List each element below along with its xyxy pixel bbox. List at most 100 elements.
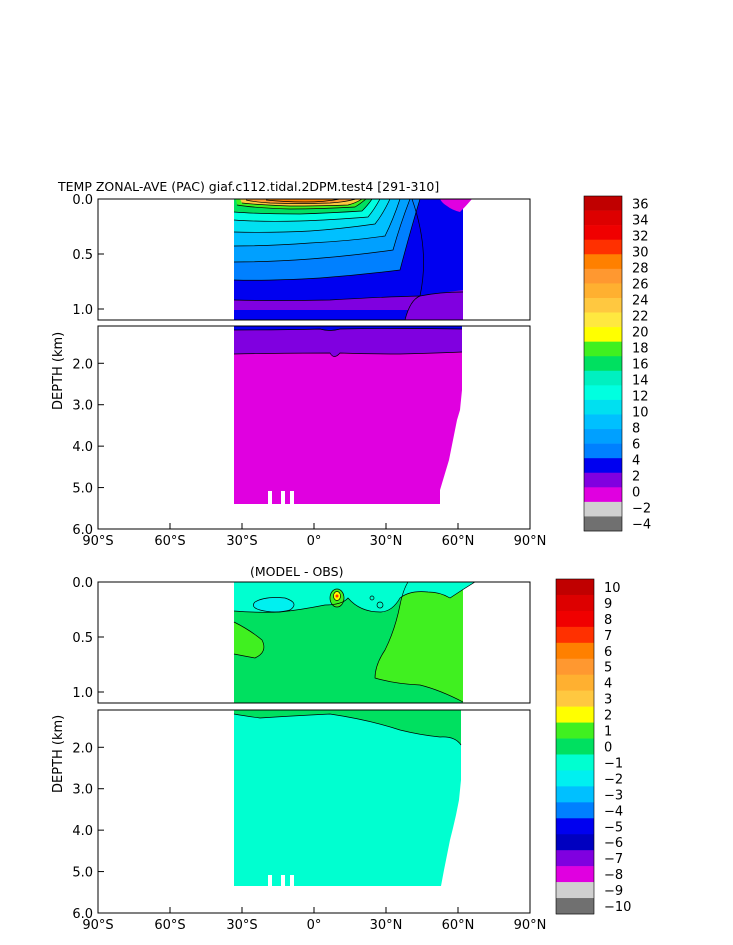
seafloor-gaps	[268, 875, 294, 888]
colorbar-label: −4	[604, 804, 623, 819]
colorbar-label: −7	[604, 852, 623, 867]
colorbar-label: −6	[604, 836, 623, 851]
x-tick-label: 30°N	[370, 918, 403, 933]
colorbar-swatch	[556, 722, 594, 739]
field-band-1-2-east	[375, 582, 463, 702]
colorbar-label: −2	[632, 502, 651, 517]
colorbar-swatch	[584, 239, 622, 255]
field-band-4-6-east	[412, 199, 463, 296]
field-band-neg1-0-lower	[234, 710, 461, 886]
x-ticks: 90°S 60°S 30°S 0° 30°N 60°N 90°N	[82, 907, 546, 933]
y-tick-label: 4.0	[72, 440, 93, 455]
colorbar-label: 2	[632, 470, 640, 485]
upper-panel-field	[233, 199, 472, 320]
colorbar-label: 1	[604, 725, 612, 740]
colorbar-label: 26	[632, 277, 649, 292]
colorbar-swatch	[556, 690, 594, 707]
colorbar-swatch	[584, 210, 622, 226]
x-tick-label: 30°N	[370, 534, 403, 549]
x-tick-label: 90°N	[514, 918, 547, 933]
upper-y-ticks: 0.0 0.5 1.0	[72, 576, 104, 701]
colorbar-swatch	[584, 327, 622, 342]
field-arctic-patch	[440, 199, 472, 212]
colorbar-label: 14	[632, 374, 649, 389]
y-tick-label: 3.0	[72, 783, 93, 798]
colorbar-swatch	[556, 658, 594, 676]
lower-panel-field	[233, 710, 462, 888]
colorbar-label: −8	[604, 868, 623, 883]
colorbar-swatch	[556, 754, 594, 771]
colorbar-label: 5	[604, 661, 612, 676]
colorbar-label: −2	[604, 772, 623, 787]
lower-y-ticks: 2.0 3.0 4.0 5.0 6.0	[72, 741, 104, 922]
colorbar-label: 32	[632, 229, 649, 244]
colorbar-swatch	[584, 501, 622, 517]
colorbar-swatch	[556, 834, 594, 851]
upper-panel-field	[233, 582, 476, 703]
colorbar-label: 0	[632, 486, 640, 501]
colorbar-swatch	[556, 579, 594, 596]
colorbar-label: −5	[604, 820, 623, 835]
colorbar-label: 30	[632, 245, 649, 260]
y-tick-label: 0.5	[72, 248, 93, 263]
colorbar-label: −1	[604, 756, 623, 771]
y-tick-label: 2.0	[72, 741, 93, 756]
colorbar-label: 6	[604, 645, 612, 660]
colorbar-label: −9	[604, 884, 623, 899]
colorbar-label: 10	[632, 406, 649, 421]
colorbar-swatch	[584, 516, 622, 532]
y-tick-label: 0.5	[72, 631, 93, 646]
field-band-0-2	[234, 326, 462, 504]
colorbar-swatch	[584, 414, 622, 430]
x-tick-label: 60°N	[442, 918, 475, 933]
x-tick-label: 90°S	[82, 918, 113, 933]
colorbar-label: 7	[604, 629, 612, 644]
chart-temperature: TEMP ZONAL-AVE (PAC) giaf.c112.tidal.2DP…	[51, 179, 651, 549]
y-axis-label: DEPTH (km)	[51, 332, 66, 410]
colorbar-swatch	[556, 786, 594, 803]
colorbar-swatch	[584, 297, 622, 313]
colorbar-swatch	[584, 283, 622, 299]
colorbar-swatch	[584, 399, 622, 415]
y-tick-label: 4.0	[72, 824, 93, 839]
lower-panel-field	[233, 326, 463, 505]
colorbar-label: 10	[604, 581, 621, 596]
colorbar-label: 9	[604, 597, 612, 612]
y-tick-label: 0.0	[72, 193, 93, 208]
x-tick-label: 90°S	[82, 534, 113, 549]
x-tick-label: 0°	[307, 534, 322, 549]
colorbar-swatch	[556, 802, 594, 819]
y-tick-label: 5.0	[72, 866, 93, 881]
y-tick-label: 0.0	[72, 576, 93, 591]
colorbar-swatch	[556, 610, 594, 628]
chart-title: TEMP ZONAL-AVE (PAC) giaf.c112.tidal.2DP…	[57, 179, 439, 194]
x-tick-label: 60°S	[154, 534, 185, 549]
colorbar-label: 20	[632, 325, 649, 340]
x-tick-label: 60°S	[154, 918, 185, 933]
colorbar-label: 2	[604, 709, 612, 724]
x-tick-label: 30°S	[226, 534, 257, 549]
colorbar-label: 34	[632, 213, 649, 228]
x-tick-label: 30°S	[226, 918, 257, 933]
colorbar-swatch	[556, 674, 594, 691]
colorbar-label: 28	[632, 261, 649, 276]
colorbar-label: −3	[604, 788, 623, 803]
colorbar-swatch	[584, 443, 622, 459]
x-ticks: 90°S 60°S 30°S 0° 30°N 60°N 90°N	[82, 523, 546, 549]
x-tick-label: 60°N	[442, 534, 475, 549]
colorbar-swatch	[584, 225, 622, 240]
upper-panel-frame	[97, 198, 531, 321]
y-tick-label: 6.0	[72, 523, 93, 538]
colorbar-swatch	[584, 370, 622, 386]
y-tick-label: 6.0	[72, 907, 93, 922]
colorbar-label: 3	[604, 693, 612, 708]
colorbar-swatch	[556, 706, 594, 723]
colorbar-swatch	[556, 770, 594, 787]
colorbar-swatch	[556, 626, 594, 644]
colorbar-label: 0	[604, 741, 612, 756]
colorbar-swatch	[584, 385, 622, 401]
colorbar-swatch	[556, 738, 594, 755]
colorbar-swatch	[584, 458, 622, 474]
